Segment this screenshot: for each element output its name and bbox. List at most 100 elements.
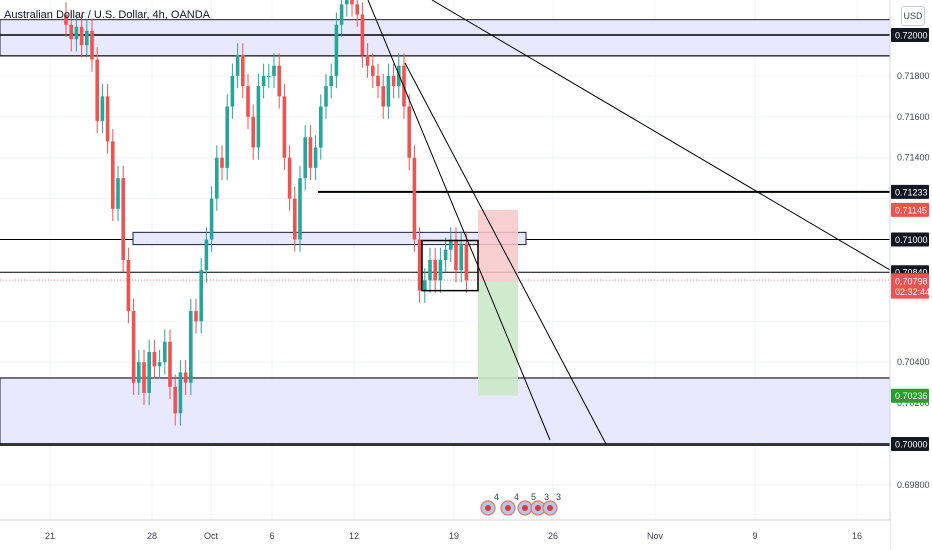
candle-body xyxy=(407,106,411,158)
x-tick-label: 26 xyxy=(548,531,558,541)
candle-body xyxy=(303,137,307,179)
event-flag-dot xyxy=(547,505,553,511)
candle-body xyxy=(173,386,177,414)
candle-body xyxy=(116,178,120,209)
candle-body xyxy=(438,259,443,281)
candle-body xyxy=(121,178,125,260)
price-tag xyxy=(891,284,929,299)
candle-body xyxy=(334,24,339,76)
candle-body xyxy=(178,372,183,414)
candle-body xyxy=(69,24,73,40)
event-count-label: 3 xyxy=(556,492,561,502)
candle-body xyxy=(230,75,235,107)
candle-body xyxy=(147,351,151,393)
stop-loss-area xyxy=(478,209,518,281)
candle-body xyxy=(365,55,370,66)
candle-body xyxy=(423,280,427,291)
candle-body xyxy=(241,55,245,87)
candle-body xyxy=(376,75,380,87)
candle-body xyxy=(157,362,162,367)
y-tick-label: 0.69800 xyxy=(897,480,930,490)
candle-body xyxy=(189,311,193,383)
candle-body xyxy=(85,30,89,46)
price-tag xyxy=(891,388,929,403)
candle-body xyxy=(371,65,375,76)
price-tag-label: 0.70000 xyxy=(895,440,928,450)
x-tick-label: 21 xyxy=(45,531,55,541)
candle-body xyxy=(152,351,157,367)
candle-body xyxy=(319,106,323,148)
currency-button[interactable]: USD xyxy=(901,6,925,26)
candle-body xyxy=(277,65,281,97)
candle-body xyxy=(220,157,224,168)
candle-body xyxy=(313,147,318,168)
candle-body xyxy=(256,86,261,148)
candle-body xyxy=(79,26,84,46)
candle-body xyxy=(183,372,188,383)
candle-body xyxy=(308,137,313,168)
candle-body xyxy=(355,4,359,15)
candle-body xyxy=(215,157,219,199)
chart-title: Australian Dollar / U.S. Dollar, 4h, OAN… xyxy=(4,9,211,21)
y-tick-label: 0.71400 xyxy=(897,153,930,163)
candle-body xyxy=(95,59,99,121)
event-flag-dot xyxy=(485,505,491,511)
candle-body xyxy=(163,341,167,363)
x-tick-label: Oct xyxy=(204,531,219,541)
x-tick-label: 6 xyxy=(269,531,274,541)
candle-body xyxy=(381,86,385,107)
candle-body xyxy=(360,14,365,56)
y-tick-label: 0.70400 xyxy=(897,357,930,367)
candle-body xyxy=(386,75,391,107)
candle-body xyxy=(131,311,136,383)
candle-body xyxy=(433,259,437,281)
candle-body xyxy=(126,259,131,312)
candle-body xyxy=(391,75,396,87)
consolidation-zone xyxy=(132,231,527,246)
candle-body xyxy=(209,198,214,240)
price-tag-label: 0.71145 xyxy=(895,205,927,215)
trend-line xyxy=(404,62,607,445)
price-tag xyxy=(891,273,929,288)
event-count-label: 5 xyxy=(531,492,536,502)
candle-body xyxy=(272,65,276,76)
candle-body xyxy=(235,55,240,76)
take-profit-area xyxy=(478,280,518,396)
candle-body xyxy=(428,259,432,281)
candle-body xyxy=(105,96,110,142)
candle-body xyxy=(261,75,266,87)
candle-body xyxy=(64,14,68,25)
candle-body xyxy=(111,141,115,209)
time-axis xyxy=(0,520,890,550)
candle-body xyxy=(282,96,287,158)
price-tag xyxy=(891,202,929,217)
candle-body xyxy=(225,106,229,168)
event-flag-dot xyxy=(535,505,541,511)
candle-body xyxy=(168,341,172,387)
event-count-label: 3 xyxy=(544,492,549,502)
price-tag-label: 0.70798 xyxy=(895,276,928,286)
candle-body xyxy=(267,75,271,77)
support-resistance-zone xyxy=(0,19,891,57)
price-tag-label: 0.71000 xyxy=(895,235,928,245)
trend-line xyxy=(367,0,551,441)
candle-body xyxy=(324,86,328,107)
candle-body xyxy=(417,239,422,291)
x-tick-label: 16 xyxy=(852,531,862,541)
x-tick-label: 9 xyxy=(752,531,757,541)
candle-body xyxy=(464,243,469,281)
x-tick-label: 12 xyxy=(349,531,359,541)
candle-body xyxy=(251,116,255,148)
candle-body xyxy=(74,26,79,40)
event-flag-dot xyxy=(505,505,511,511)
price-tag-label: 0.70840 xyxy=(895,268,928,278)
candle-body xyxy=(194,311,198,322)
price-tag-label: 0.70236 xyxy=(895,391,928,401)
candle-body xyxy=(449,239,453,250)
candle-body xyxy=(459,243,463,271)
candle-body xyxy=(397,65,401,87)
candle-body xyxy=(142,362,146,393)
price-tag xyxy=(891,232,929,247)
